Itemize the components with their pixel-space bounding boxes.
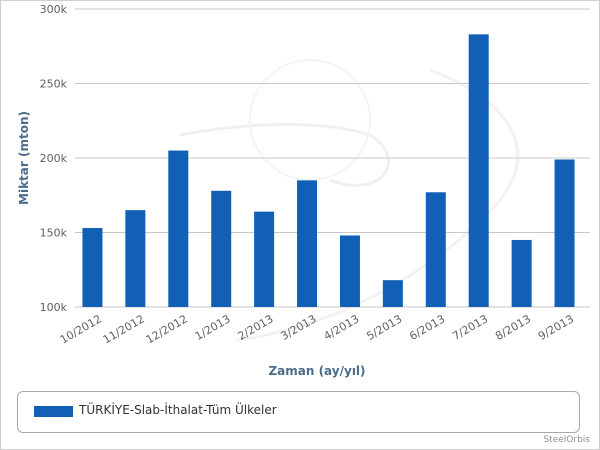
x-tick-label: 10/2012 [58,312,104,346]
bar [297,180,318,307]
x-tick-label: 3/2013 [279,312,319,343]
x-tick-label: 11/2012 [101,312,147,346]
y-tick-label: 300k [40,3,68,16]
x-tick-label: 1/2013 [193,312,233,343]
x-tick-label: 7/2013 [450,312,490,343]
y-tick-labels: 100k 150k 200k 250k 300k [40,3,68,314]
bar [211,190,232,307]
bar [554,159,575,307]
bar [468,34,489,308]
bar [125,210,146,307]
watermark-logo [179,59,519,342]
x-axis-title: Zaman (ay/yıl) [268,364,365,378]
y-tick-label: 200k [40,152,68,165]
bar [82,228,103,307]
x-tick-label: 5/2013 [364,312,404,343]
credit-label: SteelOrbis [543,435,590,445]
x-tick-label: 6/2013 [407,312,447,343]
y-tick-label: 250k [40,78,68,91]
x-tick-label: 12/2012 [144,312,190,346]
legend-label: TÜRKİYE-Slab-İthalat-Tüm Ülkeler [79,403,277,417]
legend: TÜRKİYE-Slab-İthalat-Tüm Ülkeler [17,391,580,433]
bar [254,211,275,307]
y-axis-title: Miktar (mton) [17,111,31,205]
bar [425,192,446,307]
legend-swatch [34,406,73,417]
bars [82,34,575,308]
x-tick-label: 9/2013 [536,312,576,343]
bar [382,280,403,307]
bar [511,239,532,307]
y-tick-label: 150k [40,227,68,240]
bar [168,150,189,307]
bar [339,235,360,307]
x-tick-label: 8/2013 [493,312,533,343]
y-tick-label: 100k [40,301,68,314]
gridlines [75,8,590,308]
